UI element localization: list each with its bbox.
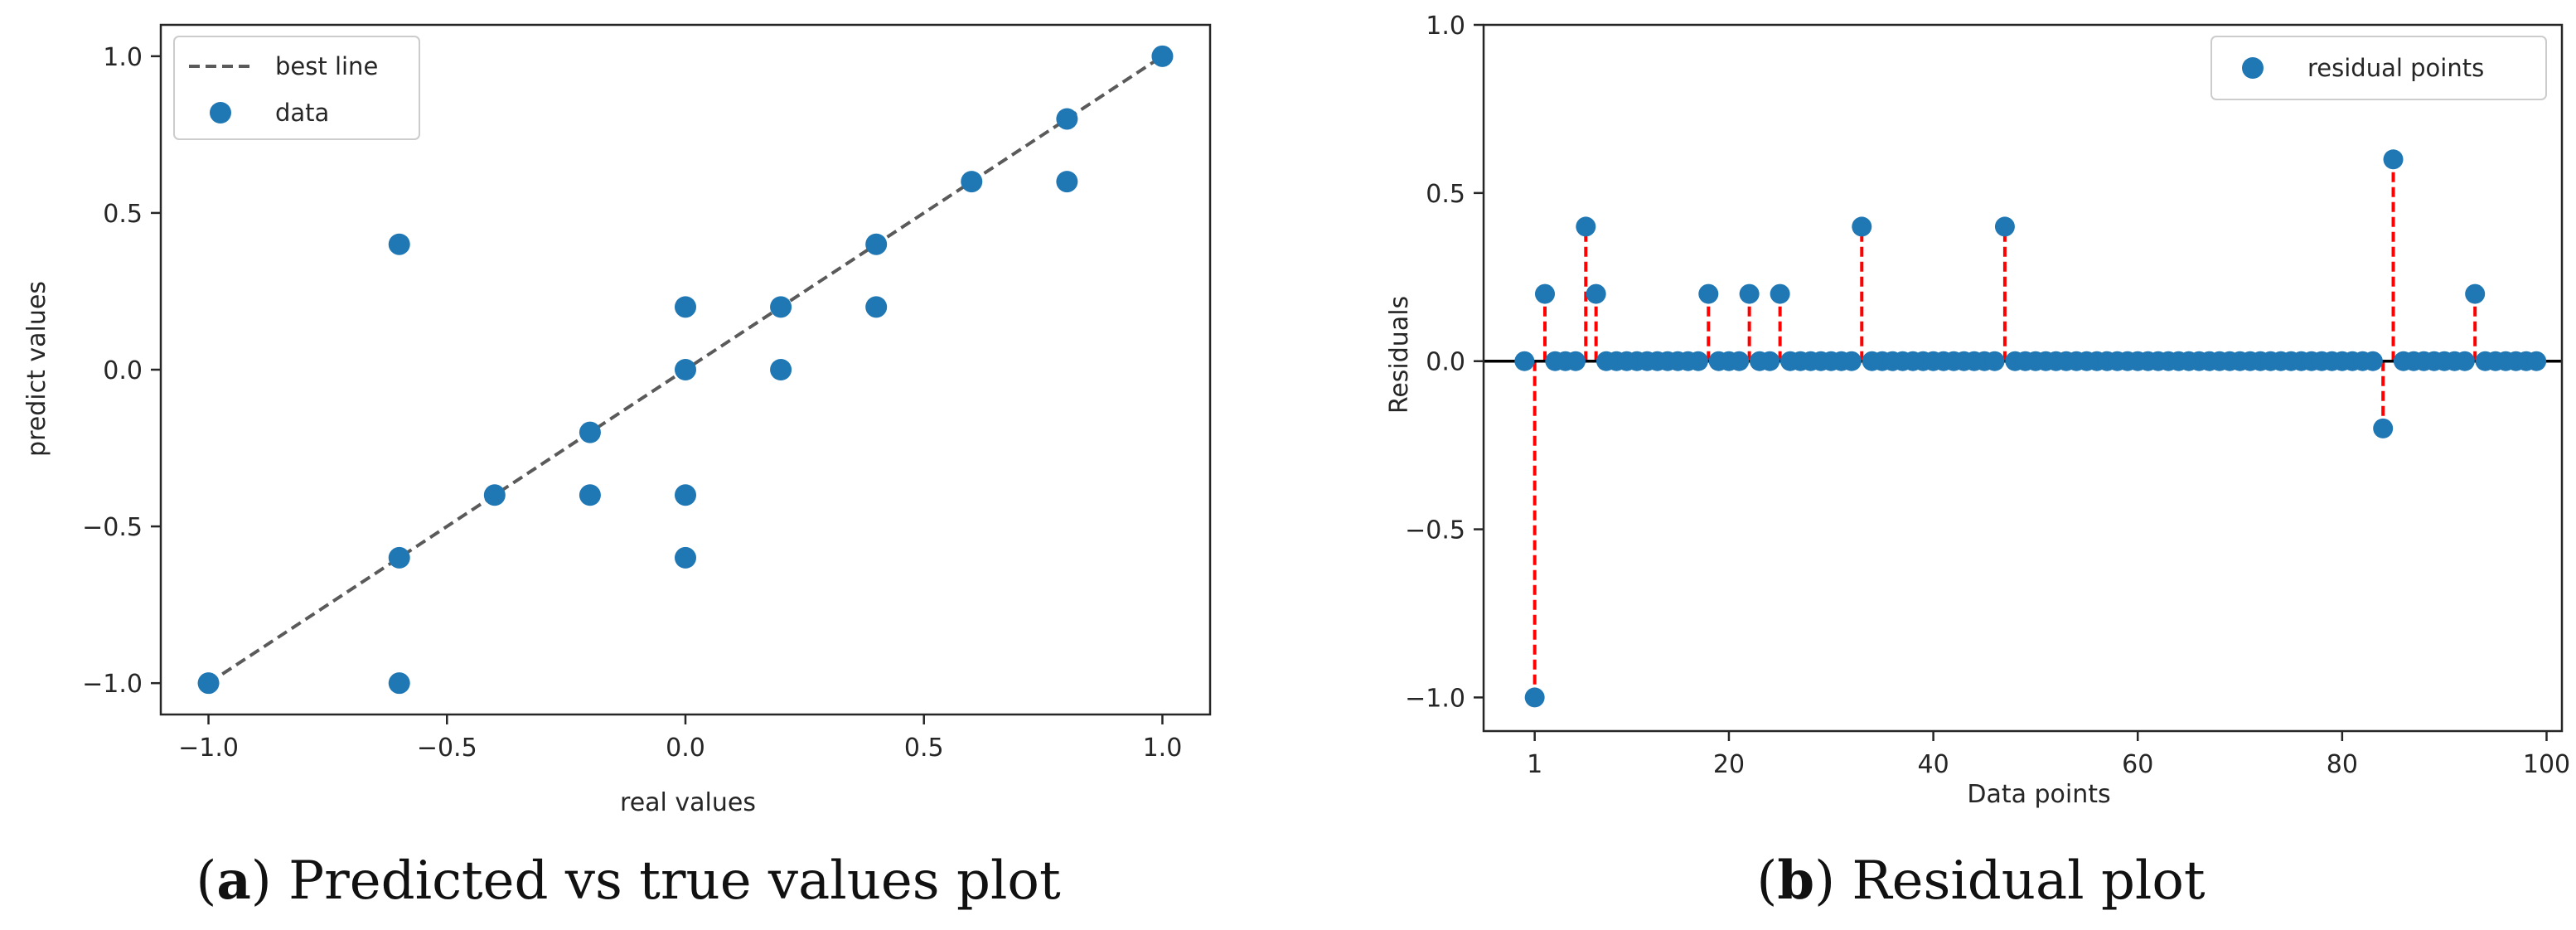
residual-point <box>2526 351 2547 371</box>
panel-a-y-tick-label: −0.5 <box>82 513 143 542</box>
data-point <box>388 233 410 255</box>
panel-b-residual-plot: 1 20 40 60 80 100 −1.0 −0.5 0.0 0.5 1.0 Data point… <box>1385 12 2570 809</box>
caption-a-close: ) <box>251 850 272 912</box>
panel-a-y-tick-label: 0.5 <box>103 200 143 229</box>
caption-a-letter: a <box>216 850 250 912</box>
data-point <box>675 546 696 569</box>
panel-a-legend-box <box>173 36 420 140</box>
panel-b-x-tick-label: 1 <box>1527 750 1542 779</box>
residual-point <box>1698 283 1719 304</box>
residual-point <box>2465 283 2486 304</box>
panel-a-x-axis-label: real values <box>620 788 756 817</box>
residual-point <box>1852 216 1872 237</box>
caption-b-close: ) <box>1814 850 1835 912</box>
panel-a-legend-best-line-label: best line <box>275 52 378 80</box>
residual-point <box>1984 351 2005 371</box>
panel-a-axes-frame <box>159 23 1212 716</box>
residual-point <box>1770 283 1790 304</box>
residual-point <box>1534 283 1555 304</box>
caption-b: (b) Residual plot <box>1756 850 2206 912</box>
residual-point <box>1739 283 1760 304</box>
panel-a-ticks: −1.0 −0.5 0.0 0.5 1.0 −1.0 −0.5 0.0 0.5 1.0 <box>82 43 1182 763</box>
data-point <box>865 296 888 318</box>
data-point <box>675 484 696 506</box>
residual-point <box>1994 216 2015 237</box>
data-point <box>770 359 792 380</box>
data-point <box>388 546 410 569</box>
panel-b-x-tick-label: 20 <box>1713 750 1745 779</box>
panel-b-plot-area <box>1484 149 2562 708</box>
panel-a-x-tick-label: 0.0 <box>666 734 705 763</box>
residual-point <box>1514 351 1535 371</box>
panel-b-legend: residual points <box>2210 36 2547 100</box>
panel-a-y-tick-label: 1.0 <box>103 43 143 72</box>
residual-point <box>1687 351 1708 371</box>
panel-a-x-tick-label: 0.5 <box>904 734 944 763</box>
residual-point <box>1576 216 1596 237</box>
residual-point <box>1841 351 1862 371</box>
panel-b-x-tick-label: 100 <box>2523 750 2570 779</box>
data-point <box>1056 108 1078 130</box>
data-point <box>675 296 696 318</box>
panel-b-y-axis-label: Residuals <box>1385 296 1414 414</box>
panel-b-y-tick-label: −0.5 <box>1405 516 1465 545</box>
panel-a-y-tick-label: 0.0 <box>103 356 143 385</box>
panel-b-ticks: 1 20 40 60 80 100 −1.0 −0.5 0.0 0.5 1.0 <box>1405 12 2570 779</box>
data-point <box>865 233 888 255</box>
panel-a-plot-area <box>197 45 1174 695</box>
data-point <box>483 484 506 506</box>
panel-a-x-tick-label: −0.5 <box>417 734 477 763</box>
caption-b-letter: b <box>1777 850 1814 912</box>
caption-b-open: ( <box>1756 850 1777 912</box>
data-point <box>579 484 601 506</box>
panel-a-legend-data-label: data <box>275 99 329 127</box>
panel-a-x-tick-label: −1.0 <box>178 734 239 763</box>
panel-a-y-axis-label: predict values <box>22 281 51 457</box>
data-point <box>770 296 792 318</box>
panel-b-legend-box <box>2210 36 2547 100</box>
panel-b-y-tick-label: 1.0 <box>1426 12 1465 41</box>
panel-a-predicted-vs-true: −1.0 −0.5 0.0 0.5 1.0 −1.0 −0.5 0.0 0.5 1.0 real … <box>22 23 1212 817</box>
residual-point <box>2362 351 2383 371</box>
residual-point <box>2383 149 2404 170</box>
panel-b-x-axis-label: Data points <box>1967 780 2110 809</box>
data-point <box>197 672 220 695</box>
panel-b-x-tick-label: 80 <box>2327 750 2358 779</box>
panel-b-y-tick-label: 0.0 <box>1426 348 1465 377</box>
residual-point <box>1565 351 1586 371</box>
data-point <box>388 672 410 695</box>
panel-b-legend-residual-label: residual points <box>2307 54 2484 82</box>
residual-point <box>1760 351 1780 371</box>
data-point <box>961 171 983 193</box>
caption-a-text: Predicted vs true values plot <box>272 850 1061 912</box>
data-point <box>1056 171 1078 193</box>
residual-point <box>2373 418 2394 438</box>
panel-a-x-tick-label: 1.0 <box>1143 734 1183 763</box>
panel-a-legend-data-swatch <box>210 102 231 124</box>
panel-b-x-tick-label: 60 <box>2122 750 2153 779</box>
residual-point <box>1524 687 1545 708</box>
caption-a: (a) Predicted vs true values plot <box>196 850 1061 912</box>
panel-b-axes-frame <box>1482 23 2564 733</box>
data-point <box>1151 45 1174 67</box>
caption-b-text: Residual plot <box>1835 850 2206 912</box>
residual-point <box>2454 351 2475 371</box>
panel-a-legend: best line data <box>173 36 420 140</box>
panel-b-y-tick-label: 0.5 <box>1426 180 1465 209</box>
panel-a-y-tick-label: −1.0 <box>82 670 143 699</box>
residual-point <box>1729 351 1750 371</box>
data-point <box>579 421 601 443</box>
caption-a-open: ( <box>196 850 216 912</box>
data-point <box>675 359 696 380</box>
panel-b-y-tick-label: −1.0 <box>1405 684 1465 713</box>
panel-b-x-tick-label: 40 <box>1918 750 1949 779</box>
panel-b-legend-residual-swatch <box>2242 57 2264 79</box>
residual-point <box>1586 283 1606 304</box>
